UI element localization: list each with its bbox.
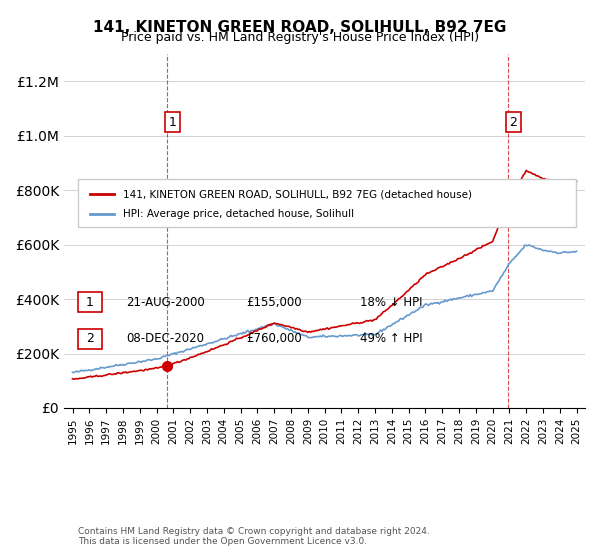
Text: 2: 2: [509, 116, 517, 129]
Text: 141, KINETON GREEN ROAD, SOLIHULL, B92 7EG: 141, KINETON GREEN ROAD, SOLIHULL, B92 7…: [94, 20, 506, 35]
Text: Contains HM Land Registry data © Crown copyright and database right 2024.
This d: Contains HM Land Registry data © Crown c…: [78, 526, 430, 546]
Text: 141, KINETON GREEN ROAD, SOLIHULL, B92 7EG (detached house): 141, KINETON GREEN ROAD, SOLIHULL, B92 7…: [123, 189, 472, 199]
Text: 1: 1: [169, 116, 176, 129]
Text: 2: 2: [86, 332, 94, 346]
Text: 1: 1: [86, 296, 94, 309]
Text: £760,000: £760,000: [246, 332, 302, 346]
Text: HPI: Average price, detached house, Solihull: HPI: Average price, detached house, Soli…: [123, 209, 354, 220]
Text: Price paid vs. HM Land Registry's House Price Index (HPI): Price paid vs. HM Land Registry's House …: [121, 31, 479, 44]
Text: 18% ↓ HPI: 18% ↓ HPI: [360, 296, 422, 309]
Text: 21-AUG-2000: 21-AUG-2000: [126, 296, 205, 309]
Text: £155,000: £155,000: [246, 296, 302, 309]
Text: 49% ↑ HPI: 49% ↑ HPI: [360, 332, 422, 346]
Text: 08-DEC-2020: 08-DEC-2020: [126, 332, 204, 346]
